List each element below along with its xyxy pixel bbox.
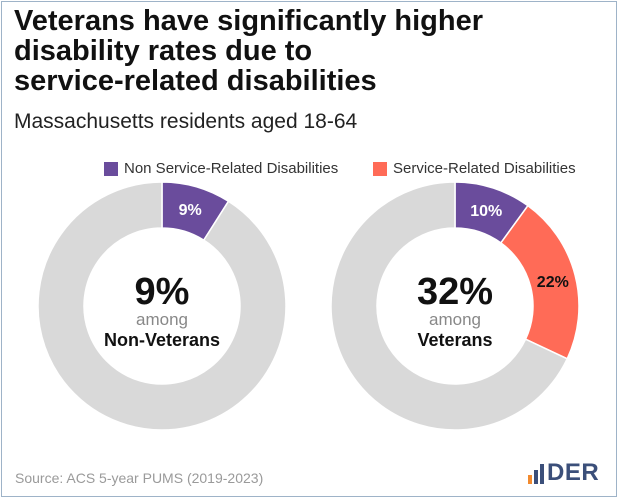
legend-swatch-service bbox=[373, 161, 387, 176]
source-note: Source: ACS 5-year PUMS (2019-2023) bbox=[15, 470, 264, 486]
slice-label-veterans-service-related-disabilities: 22% bbox=[537, 274, 569, 291]
legend-label-service: Service-Related Disabilities bbox=[393, 160, 576, 177]
legend-item-non-service: Non Service-Related Disabilities bbox=[104, 160, 338, 177]
center-value-veterans: 32% bbox=[417, 271, 493, 313]
donut-slice-non-veterans-no-disability bbox=[37, 181, 287, 431]
center-among-veterans: among bbox=[429, 310, 481, 329]
donut-slice-veterans-no-disability bbox=[330, 181, 569, 431]
logo-bars-icon bbox=[528, 464, 544, 484]
title-line-3: service-related disabilities bbox=[14, 65, 377, 97]
legend-item-service: Service-Related Disabilities bbox=[373, 160, 576, 177]
der-logo: DER bbox=[528, 459, 600, 486]
center-value-non-veterans: 9% bbox=[135, 271, 190, 313]
legend-label-non-service: Non Service-Related Disabilities bbox=[124, 160, 339, 177]
center-among-non-veterans: among bbox=[136, 310, 188, 329]
slice-label-non-veterans-non-service-related-disabilities: 9% bbox=[179, 202, 202, 219]
center-label-non-veterans: Non-Veterans bbox=[104, 330, 220, 350]
chart-title: Veterans have significantly higher disab… bbox=[14, 6, 604, 96]
legend-swatch-non-service bbox=[104, 161, 118, 176]
title-line-1: Veterans have significantly higher bbox=[14, 5, 483, 37]
logo-text: DER bbox=[547, 459, 600, 486]
center-label-veterans: Veterans bbox=[417, 330, 492, 350]
slice-label-veterans-non-service-related-disabilities: 10% bbox=[470, 203, 502, 220]
chart-subtitle: Massachusetts residents aged 18-64 bbox=[14, 110, 358, 133]
title-line-2: disability rates due to bbox=[14, 35, 313, 67]
